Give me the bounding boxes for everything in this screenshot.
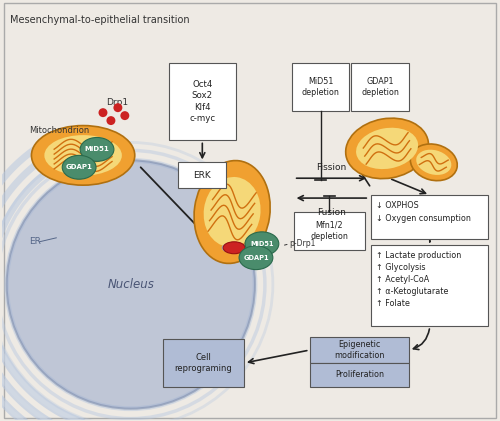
Text: Fusion: Fusion	[317, 208, 346, 217]
Text: Oct4
Sox2
Klf4
c-myc: Oct4 Sox2 Klf4 c-myc	[190, 80, 216, 123]
FancyBboxPatch shape	[371, 195, 488, 239]
Text: Cell
reprograming: Cell reprograming	[174, 353, 232, 373]
Ellipse shape	[416, 150, 452, 175]
FancyBboxPatch shape	[168, 63, 236, 141]
Circle shape	[120, 111, 130, 120]
Circle shape	[6, 160, 255, 409]
FancyBboxPatch shape	[352, 63, 409, 111]
Ellipse shape	[223, 242, 245, 254]
Text: GDAP1: GDAP1	[66, 164, 92, 170]
Text: MiD51
depletion: MiD51 depletion	[302, 77, 340, 97]
Text: Epigenetic
modification: Epigenetic modification	[334, 340, 384, 360]
FancyBboxPatch shape	[162, 339, 244, 387]
Circle shape	[114, 103, 122, 112]
Text: Mesenchymal-to-epithelial transition: Mesenchymal-to-epithelial transition	[10, 15, 189, 25]
Text: Proliferation: Proliferation	[335, 370, 384, 379]
Text: Mitochondrion: Mitochondrion	[30, 126, 90, 135]
Text: Fission: Fission	[316, 163, 346, 172]
Ellipse shape	[222, 243, 246, 253]
Text: p-Drp1: p-Drp1	[290, 239, 316, 248]
Circle shape	[98, 108, 108, 117]
Ellipse shape	[80, 138, 114, 161]
Text: MiD51: MiD51	[250, 241, 274, 247]
Ellipse shape	[194, 160, 270, 264]
Ellipse shape	[62, 155, 96, 179]
FancyBboxPatch shape	[292, 63, 350, 111]
Ellipse shape	[356, 128, 418, 169]
FancyBboxPatch shape	[371, 245, 488, 326]
Text: Nucleus: Nucleus	[108, 278, 154, 291]
Text: ER: ER	[30, 237, 42, 246]
Ellipse shape	[410, 144, 458, 181]
Text: MiD51: MiD51	[84, 147, 110, 152]
Ellipse shape	[245, 232, 279, 256]
Ellipse shape	[239, 246, 273, 269]
Text: ↓ OXPHOS
↓ Oxygen consumption: ↓ OXPHOS ↓ Oxygen consumption	[376, 201, 471, 223]
Ellipse shape	[44, 135, 122, 176]
Text: GDAP1: GDAP1	[243, 255, 269, 261]
Circle shape	[106, 116, 116, 125]
FancyBboxPatch shape	[310, 363, 409, 387]
Ellipse shape	[204, 177, 260, 247]
Text: ↑ Lactate production
↑ Glycolysis
↑ Acetyl-CoA
↑ α-Ketoglutarate
↑ Folate: ↑ Lactate production ↑ Glycolysis ↑ Acet…	[376, 251, 462, 308]
FancyBboxPatch shape	[178, 163, 226, 188]
Ellipse shape	[346, 118, 428, 179]
Ellipse shape	[32, 125, 135, 185]
FancyBboxPatch shape	[294, 212, 365, 250]
Text: Drp1: Drp1	[106, 98, 128, 107]
FancyBboxPatch shape	[310, 337, 409, 363]
Text: Mfn1/2
depletion: Mfn1/2 depletion	[310, 221, 348, 241]
Text: GDAP1
depletion: GDAP1 depletion	[361, 77, 399, 97]
Text: ERK: ERK	[194, 171, 211, 180]
